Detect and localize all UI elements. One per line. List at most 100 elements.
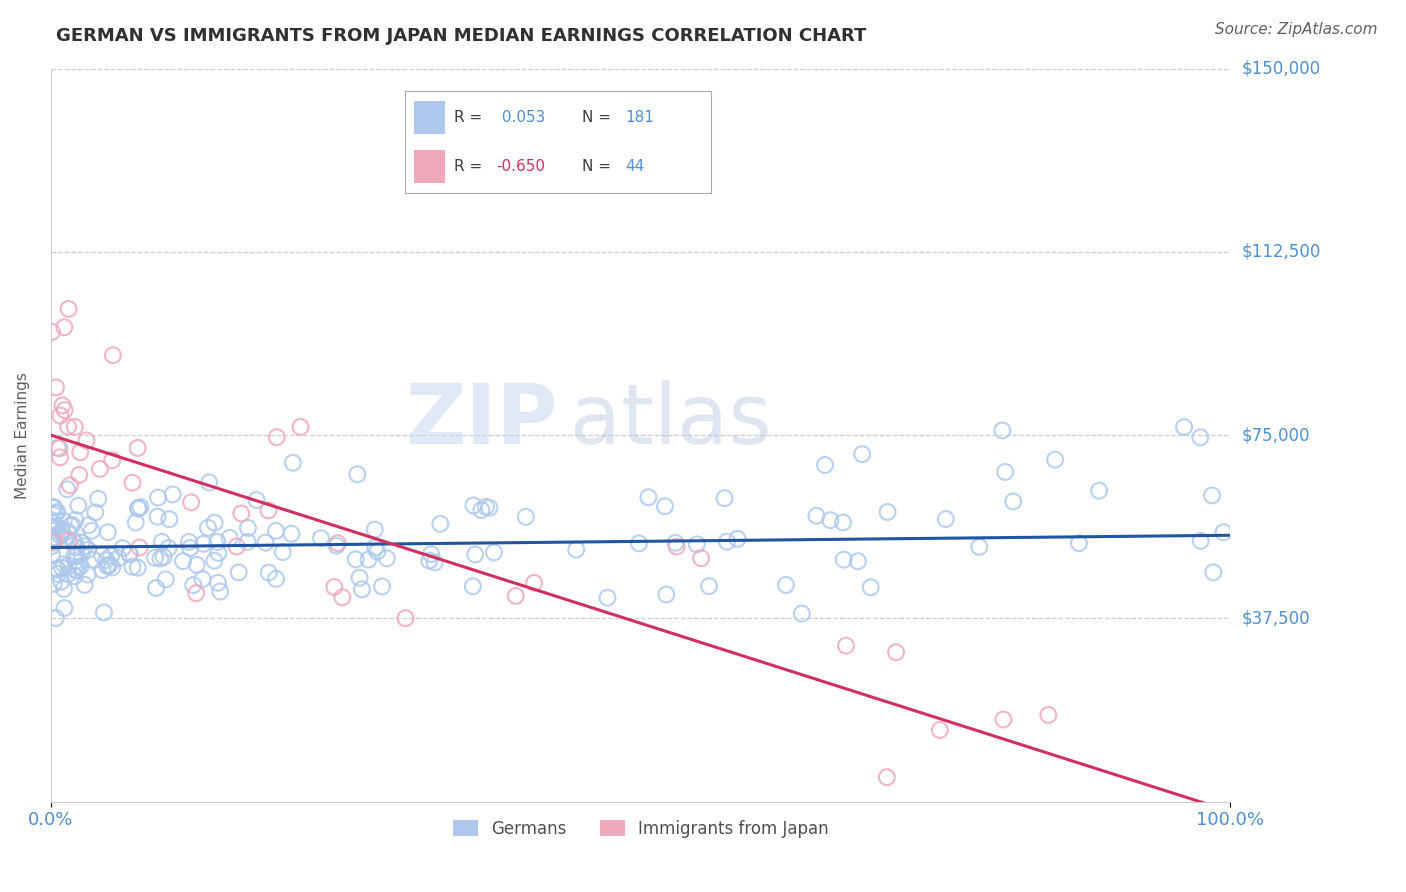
Point: [53, 320, 76, 334]
Point: [207, 535, 229, 549]
Point: [128, 501, 150, 516]
Point: [90, 548, 112, 562]
Point: [326, 536, 349, 550]
Point: [364, 523, 387, 537]
Point: [197, 521, 219, 535]
Point: [236, 521, 259, 535]
Point: [1173, 420, 1195, 434]
Point: [394, 611, 416, 625]
Point: [876, 505, 898, 519]
Point: [58, 301, 80, 316]
Text: $150,000: $150,000: [1241, 60, 1320, 78]
Point: [84, 505, 107, 519]
Point: [58, 558, 80, 573]
Text: ZIP: ZIP: [405, 380, 558, 461]
Point: [48, 442, 70, 456]
Text: $75,000: $75,000: [1241, 426, 1310, 444]
Point: [470, 503, 492, 517]
Point: [75, 434, 97, 448]
Point: [53, 601, 76, 615]
Point: [96, 558, 118, 573]
Point: [371, 579, 394, 593]
Point: [1043, 452, 1066, 467]
Point: [46, 566, 69, 581]
Point: [51, 524, 73, 538]
Point: [505, 589, 527, 603]
Point: [63, 549, 86, 563]
Point: [45, 562, 67, 576]
Point: [98, 558, 121, 572]
Point: [280, 526, 302, 541]
Point: [77, 542, 100, 557]
Point: [56, 419, 79, 434]
Point: [118, 547, 141, 561]
Point: [204, 516, 226, 530]
Point: [41, 548, 63, 562]
Point: [257, 566, 280, 580]
Point: [697, 579, 720, 593]
Point: [814, 458, 837, 472]
Point: [97, 525, 120, 540]
Point: [70, 547, 93, 561]
Point: [63, 534, 86, 549]
Point: [41, 539, 63, 553]
Point: [202, 554, 225, 568]
Point: [101, 348, 124, 362]
Point: [49, 409, 72, 423]
Point: [87, 491, 110, 506]
Point: [42, 516, 65, 530]
Point: [77, 518, 100, 533]
Point: [46, 441, 69, 455]
Point: [51, 399, 73, 413]
Point: [97, 558, 120, 573]
Point: [107, 551, 129, 566]
Point: [884, 645, 907, 659]
Point: [346, 467, 368, 482]
Point: [266, 430, 288, 444]
Point: [1212, 525, 1234, 540]
Point: [186, 586, 208, 600]
Point: [52, 582, 75, 596]
Point: [42, 520, 65, 534]
Point: [56, 566, 79, 581]
Point: [56, 524, 79, 539]
Point: [236, 535, 259, 549]
Point: [727, 532, 749, 546]
Point: [101, 453, 124, 467]
Point: [350, 582, 373, 597]
Point: [89, 462, 111, 476]
Point: [475, 500, 498, 514]
Point: [60, 517, 83, 532]
Point: [851, 447, 873, 461]
Point: [859, 580, 882, 594]
Point: [146, 491, 169, 505]
Point: [45, 611, 67, 625]
Point: [191, 572, 214, 586]
Point: [994, 465, 1017, 479]
Point: [42, 500, 65, 515]
Point: [225, 540, 247, 554]
Point: [59, 518, 82, 533]
Point: [690, 551, 713, 566]
Point: [51, 574, 73, 589]
Point: [876, 770, 898, 784]
Point: [423, 555, 446, 569]
Text: $112,500: $112,500: [1241, 243, 1320, 260]
Point: [125, 516, 148, 530]
Point: [686, 537, 709, 551]
Point: [127, 441, 149, 455]
Point: [332, 591, 354, 605]
Point: [52, 514, 75, 528]
Point: [1201, 488, 1223, 502]
Point: [52, 525, 75, 540]
Point: [664, 536, 686, 550]
Point: [832, 516, 855, 530]
Point: [42, 508, 65, 522]
Point: [820, 513, 842, 527]
Point: [145, 581, 167, 595]
Point: [67, 499, 90, 513]
Point: [66, 541, 89, 555]
Point: [254, 535, 277, 549]
Point: [1189, 430, 1212, 444]
Point: [806, 508, 828, 523]
